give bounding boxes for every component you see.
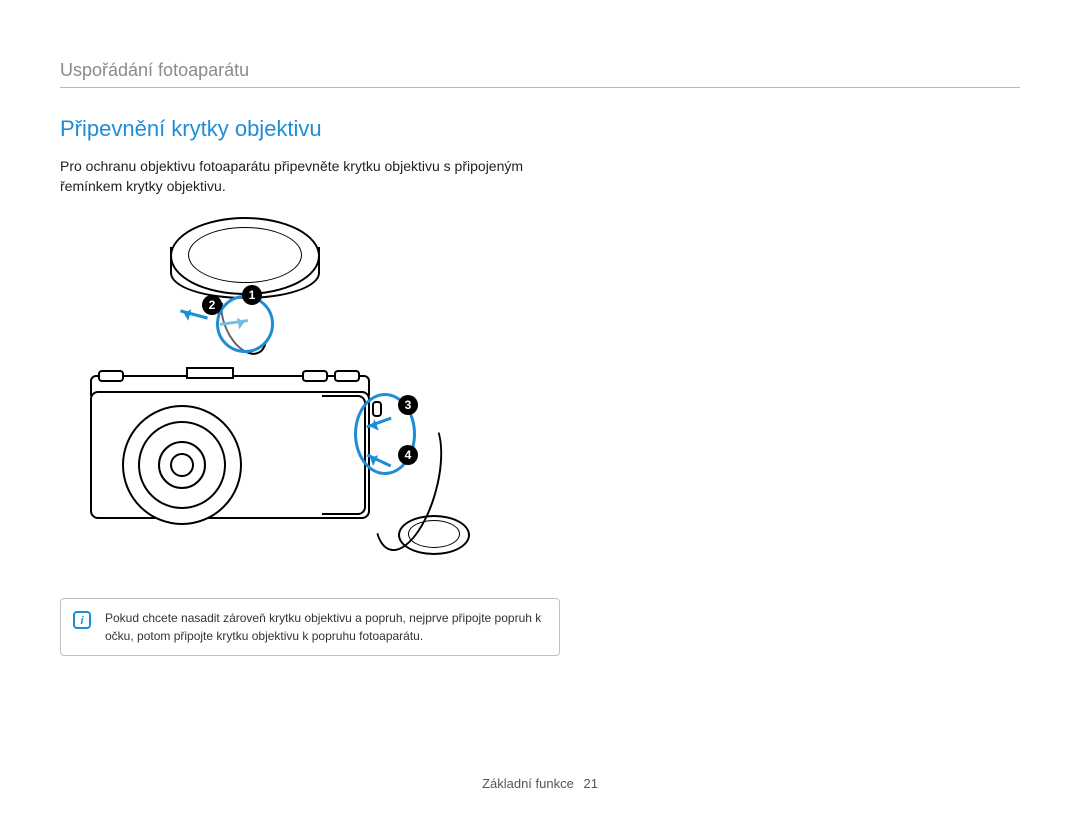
page-footer: Základní funkce 21 [0, 776, 1080, 791]
manual-page: Uspořádání fotoaparátu Připevnění krytky… [0, 0, 1080, 815]
step-badge-3: 3 [398, 395, 418, 415]
camera-dial-left [98, 370, 124, 382]
camera-diagram: 3 4 [60, 367, 520, 577]
footer-label: Základní funkce [482, 776, 574, 791]
camera-lens-glass [170, 453, 194, 477]
section-header: Uspořádání fotoaparátu [60, 60, 1020, 88]
camera-dial-right-1 [302, 370, 328, 382]
camera-dial-right-2 [334, 370, 360, 382]
step-badge-1: 1 [242, 285, 262, 305]
page-number: 21 [583, 776, 597, 791]
diagram-area: 1 2 3 4 [60, 217, 580, 577]
intro-paragraph: Pro ochranu objektivu fotoaparátu připev… [60, 156, 580, 197]
step-badge-2: 2 [202, 295, 222, 315]
note-icon: i [73, 611, 91, 629]
lenscap-callout-circle [216, 295, 274, 353]
camera-hotshoe [186, 367, 234, 379]
page-title: Připevnění krytky objektivu [60, 116, 1020, 142]
note-text: Pokud chcete nasadit zároveň krytku obje… [105, 611, 541, 643]
step-badge-4: 4 [398, 445, 418, 465]
lenscap-diagram: 1 2 [120, 217, 340, 357]
note-box: i Pokud chcete nasadit zároveň krytku ob… [60, 598, 560, 656]
